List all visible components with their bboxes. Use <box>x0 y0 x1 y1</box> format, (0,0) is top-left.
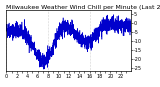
Text: Milwaukee Weather Wind Chill per Minute (Last 24 Hours): Milwaukee Weather Wind Chill per Minute … <box>6 5 160 10</box>
